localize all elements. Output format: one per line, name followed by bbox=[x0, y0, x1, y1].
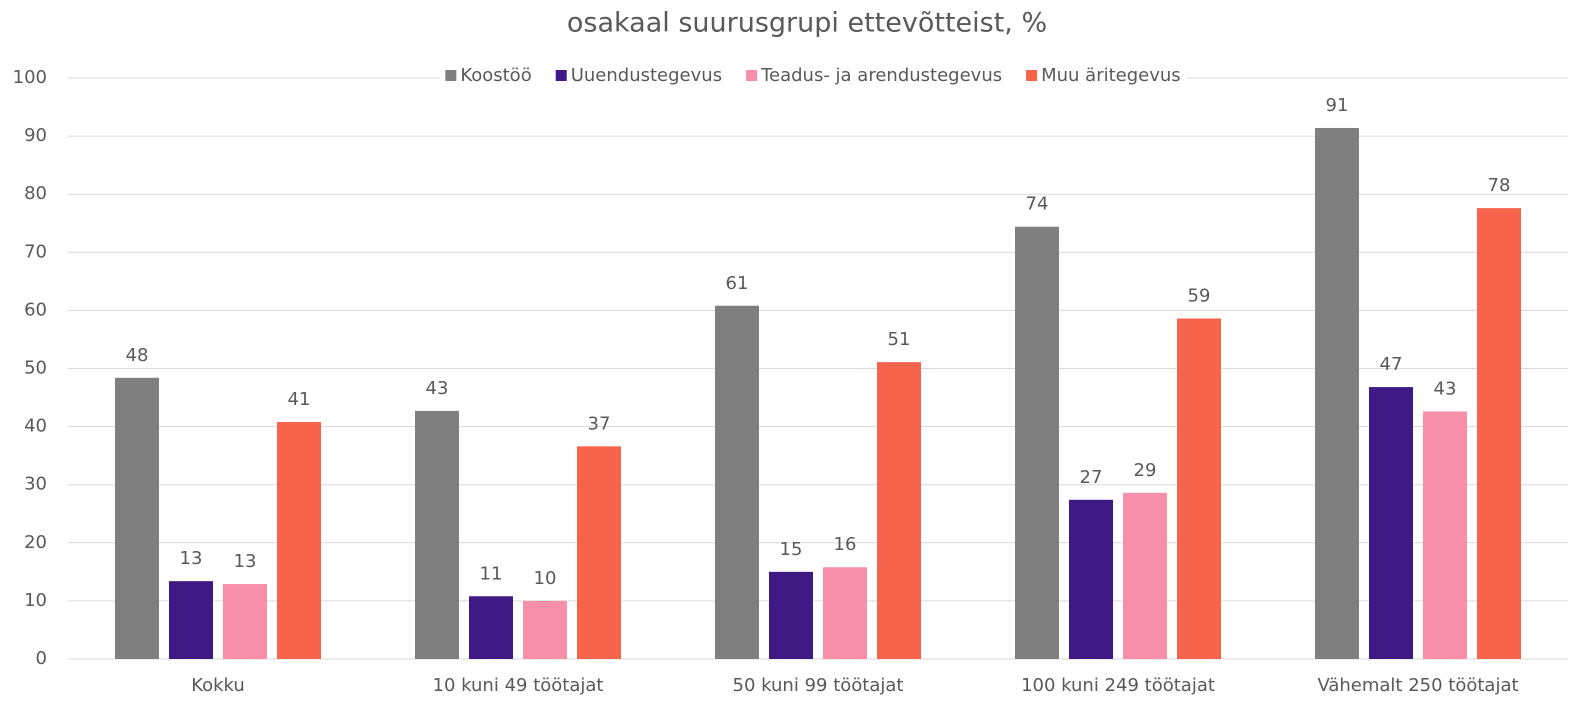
data-label: 41 bbox=[288, 389, 311, 410]
data-label: 48 bbox=[126, 345, 149, 366]
x-tick-label: Vähemalt 250 töötajat bbox=[1317, 675, 1518, 696]
legend-swatch bbox=[1026, 70, 1038, 81]
legend-label: Teadus- ja arendustegevus bbox=[760, 65, 1002, 86]
data-label: 10 bbox=[534, 568, 557, 589]
bar bbox=[523, 600, 567, 659]
y-tick-label: 60 bbox=[24, 299, 47, 320]
bar bbox=[1123, 492, 1167, 659]
data-label: 59 bbox=[1188, 286, 1211, 307]
y-tick-label: 20 bbox=[24, 532, 47, 553]
legend-label: Muu äritegevus bbox=[1041, 65, 1181, 86]
bar bbox=[1477, 208, 1521, 660]
legend-label: Koostöö bbox=[460, 65, 531, 86]
bar bbox=[277, 421, 321, 659]
data-label: 61 bbox=[726, 273, 749, 294]
y-tick-label: 50 bbox=[24, 358, 47, 379]
x-tick-label: 10 kuni 49 töötajat bbox=[433, 675, 604, 696]
data-label: 51 bbox=[888, 329, 911, 350]
bar bbox=[1069, 499, 1113, 659]
x-tick-label: 100 kuni 249 töötajat bbox=[1021, 675, 1215, 696]
data-label: 47 bbox=[1380, 354, 1403, 375]
bar bbox=[715, 305, 759, 659]
data-label: 16 bbox=[834, 534, 857, 555]
legend-swatch bbox=[445, 70, 457, 81]
bar bbox=[115, 377, 159, 659]
y-tick-label: 70 bbox=[24, 241, 47, 262]
data-label: 29 bbox=[1134, 460, 1157, 481]
data-label: 78 bbox=[1488, 175, 1511, 196]
y-tick-label: 40 bbox=[24, 416, 47, 437]
y-tick-label: 80 bbox=[24, 183, 47, 204]
bar bbox=[577, 446, 621, 659]
legend: Koostöö Uuendustegevus Teadus- ja arendust… bbox=[439, 64, 1187, 88]
data-label: 91 bbox=[1326, 95, 1349, 116]
data-label: 13 bbox=[180, 548, 203, 569]
data-label: 43 bbox=[1434, 378, 1457, 399]
y-tick-label: 100 bbox=[13, 67, 47, 88]
data-label: 27 bbox=[1080, 467, 1103, 488]
y-tick-label: 0 bbox=[36, 648, 47, 669]
y-tick-label: 10 bbox=[24, 590, 47, 611]
bar bbox=[769, 571, 813, 659]
bar bbox=[1177, 318, 1221, 659]
bar bbox=[1015, 226, 1059, 659]
data-label: 74 bbox=[1026, 194, 1049, 215]
y-tick-label: 30 bbox=[24, 474, 47, 495]
bar bbox=[1423, 411, 1467, 659]
legend-label: Uuendustegevus bbox=[571, 65, 722, 86]
bar bbox=[877, 362, 921, 659]
data-label: 37 bbox=[588, 413, 611, 434]
data-label: 13 bbox=[234, 551, 257, 572]
bar bbox=[469, 596, 513, 659]
x-tick-label: 50 kuni 99 töötajat bbox=[733, 675, 904, 696]
x-tick-label: Kokku bbox=[191, 675, 245, 696]
legend-swatch bbox=[746, 70, 758, 81]
bar bbox=[1315, 127, 1359, 659]
bar bbox=[415, 410, 459, 659]
chart-title: osakaal suurusgrupi ettevõtteist, % bbox=[567, 8, 1047, 39]
bar bbox=[223, 584, 267, 659]
data-label: 43 bbox=[426, 378, 449, 399]
bar bbox=[169, 581, 213, 659]
bar bbox=[1369, 387, 1413, 659]
y-tick-label: 90 bbox=[24, 125, 47, 146]
bar bbox=[823, 567, 867, 659]
data-label: 11 bbox=[480, 563, 503, 584]
legend-swatch bbox=[555, 70, 567, 81]
data-label: 15 bbox=[780, 539, 803, 560]
